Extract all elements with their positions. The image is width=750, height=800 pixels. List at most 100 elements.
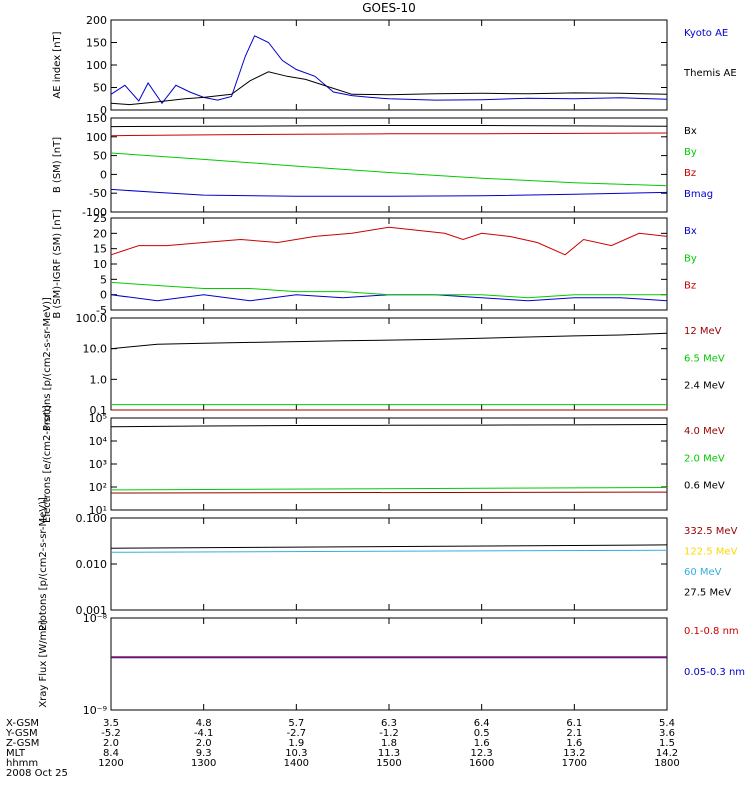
table-cell: 8.4: [103, 748, 119, 759]
table-cell: 1300: [191, 758, 216, 769]
y-tick-label: -100: [82, 206, 107, 219]
series-line: [110, 424, 668, 428]
table-cell: 2.1: [566, 728, 582, 739]
table-cell: 3.6: [659, 728, 675, 739]
panel-5: 10¹ 10² 10³ 10⁴ 10⁵ Electrons [e/(cm2-s-sr)] 4…: [42, 405, 725, 523]
panel-frame: [110, 617, 668, 711]
y-tick-label: 10¹: [89, 504, 107, 517]
legend-entry: Bx: [684, 226, 697, 237]
panel-3: -5 0 5 10 15 20 25 B (SM)-IGRF (SM) [nT] Bx By Bz: [52, 209, 697, 318]
y-tick-label: 50: [93, 150, 107, 163]
legend-entry: 6.5 MeV: [684, 353, 725, 364]
legend-entry: 0.6 MeV: [684, 481, 725, 492]
y-tick-label: 0.1: [90, 404, 108, 417]
table-cell: 1600: [469, 758, 494, 769]
legend-entry: By: [684, 253, 697, 264]
table-cell: 1.5: [659, 738, 675, 749]
table-cell: 1200: [98, 758, 123, 769]
y-tick-label: -50: [89, 187, 107, 200]
figure-title: GOES-10: [362, 1, 416, 15]
series-line: [110, 152, 668, 187]
legend-entry: Bz: [684, 281, 696, 292]
series-line: [110, 35, 668, 105]
series-line: [110, 226, 668, 256]
table-cell: 1.6: [474, 738, 490, 749]
y-tick-label: 100: [86, 59, 107, 72]
y-tick-label: 0: [100, 104, 107, 117]
y-tick-label: 10²: [89, 481, 107, 494]
series-line: [110, 332, 668, 350]
table-cell: 10.3: [285, 748, 307, 759]
panel-frame: [110, 317, 668, 411]
table-cell: -5.2: [101, 728, 121, 739]
y-tick-label: 5: [100, 273, 107, 286]
y-axis-label: B (SM)-IGRF (SM) [nT]: [52, 209, 63, 318]
panel-7: 10⁻⁹ 10⁻⁸ Xray Flux [W/m2] 0.1-0.8 nm 0.05-0…: [38, 612, 745, 717]
legend-entry: 2.0 MeV: [684, 453, 725, 464]
panel-frame: [110, 19, 668, 111]
legend-entry: Bx: [684, 126, 697, 137]
series-line: [110, 125, 668, 128]
table-cell: 1800: [654, 758, 679, 769]
legend-entry: 12 MeV: [684, 326, 722, 337]
y-axis-label: Xray Flux [W/m2]: [38, 620, 49, 707]
panel-6: 0.001 0.010 0.100 Protons [p/(cm2-s-sr-MeV)…: [38, 497, 738, 631]
table-row-label: MLT: [6, 748, 26, 759]
series-line: [110, 491, 668, 494]
legend-entry: By: [684, 147, 697, 158]
legend-entry: 4.0 MeV: [684, 426, 725, 437]
y-tick-label: 150: [86, 37, 107, 50]
table-cell: 5.4: [659, 718, 675, 729]
table-cell: 1700: [562, 758, 587, 769]
table-cell: 1.8: [381, 738, 397, 749]
y-tick-label: 0.100: [76, 512, 108, 525]
y-tick-label: 150: [86, 112, 107, 125]
y-tick-label: 0: [100, 289, 107, 302]
panel-2: -100 -50 0 50 100 150 B (SM) [nT] Bx By Bz Bmag: [52, 112, 713, 219]
panel-frame: [110, 417, 668, 511]
table-cell: 12.3: [471, 748, 493, 759]
table-row-label: X-GSM: [6, 718, 39, 729]
table-cell: 14.2: [656, 748, 678, 759]
table-cell: 11.3: [378, 748, 400, 759]
y-tick-label: 0.010: [76, 558, 108, 571]
x-axis-table: X-GSM 3.5 4.8 5.7 6.3 6.4 6.1 5.4 Y-GSM -5.2 -4.1 -…: [5, 718, 680, 779]
y-tick-label: 10.0: [83, 343, 108, 356]
series-line: [110, 71, 668, 106]
y-tick-label: -5: [96, 304, 107, 317]
y-tick-label: 200: [86, 14, 107, 27]
series-line: [110, 544, 668, 549]
y-tick-label: 10⁻⁸: [83, 612, 108, 625]
y-tick-label: 25: [93, 212, 107, 225]
table-cell: 6.4: [474, 718, 490, 729]
y-axis-label: AE index [nT]: [52, 31, 63, 98]
series-line: [110, 549, 668, 553]
legend-entry: 0.1-0.8 nm: [684, 626, 739, 637]
table-cell: 1.9: [288, 738, 304, 749]
y-tick-label: 0.001: [76, 604, 108, 617]
table-cell: 9.3: [196, 748, 212, 759]
table-cell: 1.6: [566, 738, 582, 749]
panel-frame: [110, 117, 668, 213]
y-tick-label: 10: [93, 258, 107, 271]
table-cell: 2.0: [196, 738, 212, 749]
panel-4: 0.1 1.0 10.0 100.0 Protons [p/(cm2-s-sr-MeV)…: [42, 297, 725, 431]
legend-entry: Bz: [684, 168, 696, 179]
panel-frame: [110, 517, 668, 611]
y-tick-label: 1.0: [90, 373, 108, 386]
date-label: 2008 Oct 25: [6, 768, 68, 779]
table-cell: 2.0: [103, 738, 119, 749]
series-line: [110, 188, 668, 197]
y-tick-label: 100.0: [76, 312, 108, 325]
table-cell: 1500: [376, 758, 401, 769]
y-tick-label: 50: [93, 82, 107, 95]
y-tick-label: 100: [86, 131, 107, 144]
y-axis-label: Protons [p/(cm2-s-sr-MeV)]: [42, 297, 53, 431]
legend-entry: 0.05-0.3 nm: [684, 667, 745, 678]
legend-entry: 2.4 MeV: [684, 381, 725, 392]
legend-entry: Kyoto AE: [684, 28, 728, 39]
table-cell: -4.1: [194, 728, 214, 739]
table-row-label: hhmm: [6, 758, 38, 769]
table-cell: 5.7: [288, 718, 304, 729]
